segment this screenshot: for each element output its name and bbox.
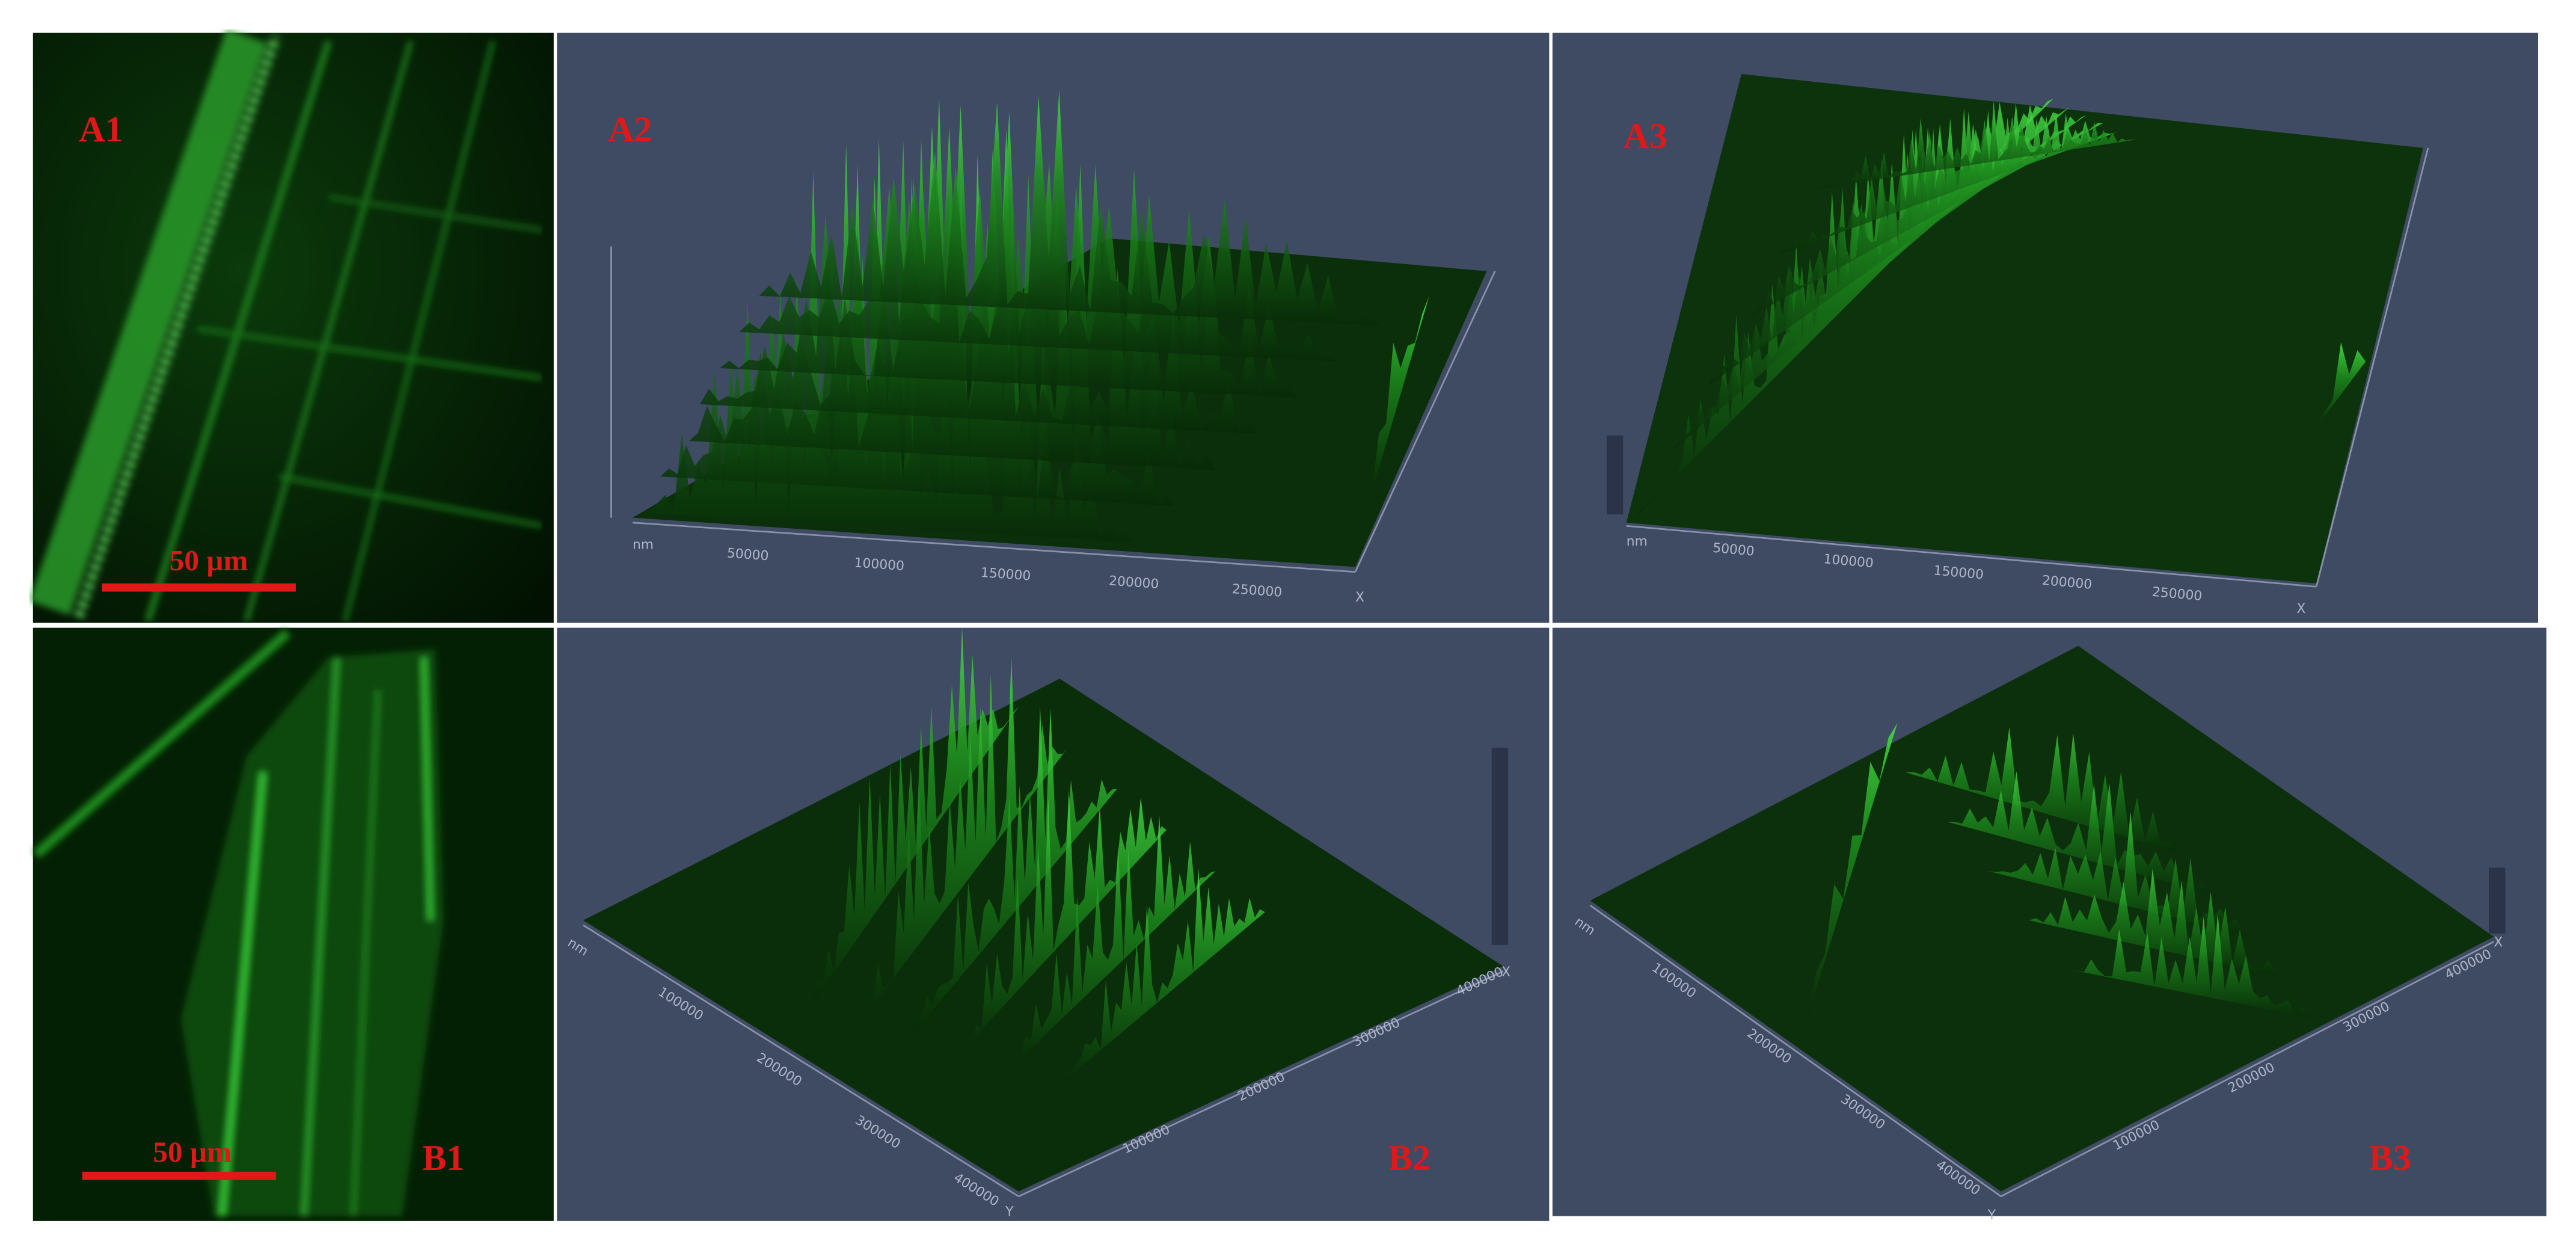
panel-label: B2 (1388, 1138, 1431, 1178)
panel-b2: B2 nm 100000 200000 300000 400000 Y 1000… (557, 627, 1550, 1221)
axis-line (1589, 905, 2002, 1197)
axis-line (2315, 147, 2429, 587)
surface-peaks (1807, 723, 2317, 1019)
color-scale (1491, 748, 1509, 945)
ridge (1010, 814, 1216, 1068)
micrograph (32, 32, 554, 623)
ridge (1815, 100, 2136, 189)
cell-structures (32, 629, 444, 1217)
axis-line (1018, 970, 1504, 1198)
ridge (1946, 771, 2218, 896)
panel-b1: 50 µm B1 (32, 627, 554, 1221)
ridge (1060, 867, 1265, 1085)
surface-peaks (640, 90, 1429, 543)
color-scale (2489, 867, 2506, 934)
panel-a2: A2 nm 50000 100000 150000 200000 250000 … (557, 32, 1550, 623)
surface-plane (583, 679, 1503, 1192)
x-tick-label: 100000 (854, 555, 905, 574)
axis-name: X (1501, 965, 1510, 980)
x-tick-label: 200000 (1108, 573, 1159, 592)
ridge (1987, 811, 2251, 937)
panel-label: B1 (422, 1138, 464, 1178)
surface-peaks (1634, 98, 2366, 518)
axis-name: Y (1987, 1208, 1996, 1223)
cell-structures (49, 36, 542, 621)
axis-unit: nm (633, 537, 654, 552)
axis-name: X (1355, 590, 1364, 605)
axis-line (2001, 941, 2494, 1198)
axis-line (583, 924, 1019, 1198)
axis-line (632, 522, 1356, 573)
ridge (961, 790, 1167, 1052)
panel-label: B3 (2369, 1138, 2411, 1178)
ridge (759, 90, 1380, 325)
ridge (660, 155, 1175, 506)
scale-bar-label: 50 µm (170, 544, 248, 577)
panel-a3: A3 nm 50000 100000 150000 200000 250000 … (1552, 32, 2539, 623)
ridge (862, 656, 1068, 1019)
x-tick-label: 250000 (1231, 582, 1283, 600)
surface-plane (1590, 645, 2494, 1192)
x-tick-label: 150000 (980, 565, 1031, 584)
ridge (1779, 110, 2120, 255)
color-scale (1606, 435, 1624, 515)
ridge (1906, 727, 2185, 855)
scale-bar (102, 583, 296, 592)
ridge (1807, 723, 1898, 1019)
x-tick-label: 50000 (1712, 541, 1755, 559)
panel-b3: B3 nm 100000 200000 300000 400000 Y 1000… (1552, 627, 2547, 1223)
axis-unit: nm (1627, 534, 1648, 549)
ridge (1372, 295, 1429, 493)
panel-label: A3 (1623, 116, 1667, 156)
axis-line (1626, 525, 2317, 588)
ridge (2316, 342, 2366, 428)
axis-name: X (2494, 935, 2503, 950)
scale-bar-label: 50 µm (153, 1135, 232, 1168)
ridge (2070, 914, 2317, 1019)
panel-label: A1 (79, 109, 123, 150)
scale-bar (82, 1171, 277, 1180)
panel-label: A2 (608, 109, 652, 150)
axis-name: X (2296, 602, 2305, 617)
panel-a1: 50 µm A1 (33, 33, 554, 623)
surface-peaks (813, 627, 1265, 1085)
axis-line (1354, 271, 1496, 573)
x-tick-label: 50000 (726, 546, 769, 564)
axis-name: Y (1005, 1205, 1014, 1220)
surface-plane (1626, 73, 2423, 583)
